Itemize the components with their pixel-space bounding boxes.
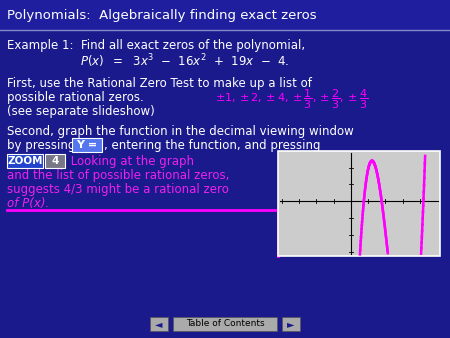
Text: $P(x)$  $=$  $3x^3$  $-$  $16x^2$  $+$  $19x$  $-$  $4.$: $P(x)$ $=$ $3x^3$ $-$ $16x^2$ $+$ $19x$ … — [80, 52, 289, 70]
Text: Table of Contents: Table of Contents — [186, 319, 264, 329]
Text: by pressing: by pressing — [7, 139, 76, 151]
Text: suggests 4/3 might be a rational zero: suggests 4/3 might be a rational zero — [7, 183, 229, 195]
Bar — [150, 317, 168, 331]
Text: of P(x).: of P(x). — [7, 196, 49, 210]
Text: ►: ► — [287, 319, 295, 329]
Text: Second, graph the function in the decimal viewing window: Second, graph the function in the decima… — [7, 124, 354, 138]
Text: Y =: Y = — [76, 140, 98, 150]
Bar — [278, 151, 440, 256]
Text: First, use the Rational Zero Test to make up a list of: First, use the Rational Zero Test to mak… — [7, 76, 312, 90]
Text: ◄: ◄ — [155, 319, 163, 329]
Bar — [72, 138, 102, 152]
Bar — [173, 317, 277, 331]
Text: and the list of possible rational zeros,: and the list of possible rational zeros, — [7, 169, 230, 182]
Bar — [282, 317, 300, 331]
Bar — [7, 154, 43, 168]
Text: Looking at the graph: Looking at the graph — [67, 154, 194, 168]
Text: (see separate slideshow): (see separate slideshow) — [7, 104, 155, 118]
Text: , entering the function, and pressing: , entering the function, and pressing — [104, 139, 320, 151]
Text: $\pm 1, \pm 2, \pm 4, \pm\dfrac{1}{3}, \pm\dfrac{2}{3}, \pm\dfrac{4}{3}$: $\pm 1, \pm 2, \pm 4, \pm\dfrac{1}{3}, \… — [215, 87, 369, 111]
Text: 4: 4 — [51, 156, 59, 166]
Bar — [0, 0, 450, 30]
Text: Polynomials:  Algebraically finding exact zeros: Polynomials: Algebraically finding exact… — [7, 8, 317, 22]
Text: possible rational zeros.: possible rational zeros. — [7, 91, 144, 103]
Text: ZOOM: ZOOM — [7, 156, 43, 166]
Text: Example 1:  Find all exact zeros of the polynomial,: Example 1: Find all exact zeros of the p… — [7, 39, 305, 51]
Bar — [45, 154, 65, 168]
